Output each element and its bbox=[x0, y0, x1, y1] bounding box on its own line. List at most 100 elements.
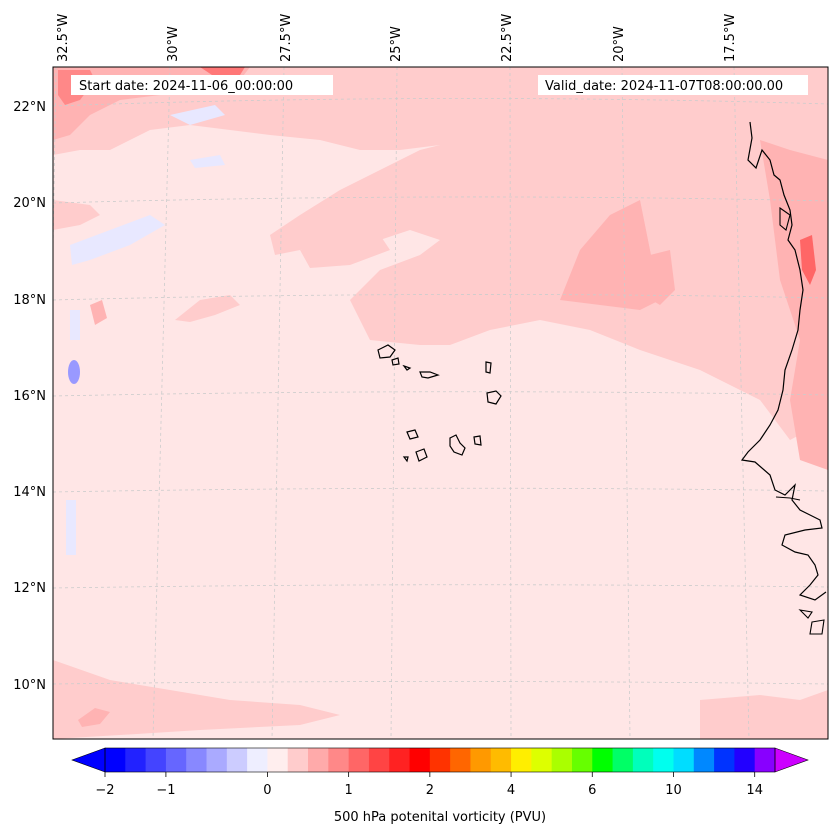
pv-contour-faint-blue-3 bbox=[70, 310, 80, 340]
pv-contour-light-blob-west bbox=[175, 295, 240, 322]
gridlines bbox=[53, 67, 828, 739]
colorbar-cell bbox=[226, 748, 248, 772]
colorbar-cell bbox=[389, 748, 411, 772]
colorbar-cell bbox=[368, 748, 390, 772]
lat-label: 10°N bbox=[13, 678, 46, 693]
island-santo-antao-2 bbox=[406, 429, 419, 440]
colorbar-cell bbox=[612, 748, 634, 772]
pv-contour-light-blob-mid bbox=[300, 235, 390, 268]
pv-contour-faint-blue-5 bbox=[190, 155, 225, 168]
colorbar-cell bbox=[267, 748, 289, 772]
colorbar-tick-label: 2 bbox=[426, 783, 434, 798]
lat-label: 18°N bbox=[13, 293, 46, 308]
pv-contour-light-south bbox=[53, 660, 340, 739]
lon-label: 22.5°W bbox=[500, 14, 515, 62]
colorbar-cell bbox=[511, 748, 532, 772]
colorbar-cell bbox=[206, 748, 228, 772]
colorbar-cell bbox=[287, 748, 309, 772]
colorbar-ticks: −2 −1 0 1 2 4 6 10 14 bbox=[95, 772, 763, 798]
start-date-label: Start date: 2024-11-06_00:00:00 bbox=[79, 79, 293, 94]
valid-date-label: Valid_date: 2024-11-07T08:00:00.00 bbox=[545, 79, 783, 94]
colorbar-cell bbox=[490, 748, 512, 772]
gambia-river bbox=[775, 496, 801, 501]
start-date-box bbox=[71, 75, 333, 95]
colorbar-cell bbox=[693, 748, 715, 772]
colorbar-cell bbox=[308, 748, 329, 772]
pv-contour-medium-east-plume bbox=[560, 200, 660, 310]
colorbar-cell bbox=[450, 748, 472, 772]
colorbar-cell bbox=[125, 748, 147, 772]
valid-date-box bbox=[538, 75, 808, 95]
island-sao-vicente bbox=[391, 357, 400, 366]
colorbar-cell bbox=[714, 748, 735, 772]
colorbar-cell bbox=[105, 748, 126, 772]
pv-contour-red-coast bbox=[800, 235, 816, 285]
colorbar-tick-label: 0 bbox=[263, 783, 271, 798]
pv-contour-medium-southwest bbox=[78, 708, 110, 727]
cabo-verde-islands bbox=[377, 344, 502, 463]
colorbar-tick-label: −1 bbox=[156, 783, 175, 798]
colorbar-tick-label: 14 bbox=[746, 783, 763, 798]
island-sal bbox=[485, 361, 492, 374]
colorbar-cell bbox=[632, 748, 654, 772]
colorbar-tick-label: 6 bbox=[588, 783, 596, 798]
colorbar-cell bbox=[734, 748, 756, 772]
colorbar-cell bbox=[328, 748, 350, 772]
colorbar-cell bbox=[754, 748, 776, 772]
colorbar-tick-label: 1 bbox=[344, 783, 352, 798]
colorbar-cell bbox=[429, 748, 451, 772]
colorbar: −2 −1 0 1 2 4 6 10 14 500 hPa potenital vorticit… bbox=[71, 747, 809, 825]
lon-label: 32.5°W bbox=[56, 14, 71, 62]
colorbar-cell bbox=[145, 748, 167, 772]
colorbar-cell bbox=[673, 748, 695, 772]
pv-contour-faint-blue-4 bbox=[66, 500, 76, 555]
colorbar-cells bbox=[105, 748, 776, 772]
pv-contour-medium-west-spot bbox=[90, 300, 107, 325]
lon-label: 20°W bbox=[612, 26, 627, 62]
colorbar-cell bbox=[186, 748, 208, 772]
colorbar-tick-label: 10 bbox=[665, 783, 682, 798]
colorbar-cell bbox=[409, 748, 431, 772]
colorbar-under-arrow bbox=[71, 747, 106, 773]
colorbar-tick-label: −2 bbox=[95, 783, 114, 798]
africa-coastline bbox=[740, 121, 827, 601]
coast-bay-detail bbox=[779, 206, 791, 231]
pv-contour-light-south-east bbox=[700, 690, 828, 739]
pv-contour-medium-coast bbox=[760, 140, 828, 470]
pv-contour-medium-east-blob bbox=[635, 250, 675, 305]
island-santo-antao bbox=[377, 344, 396, 359]
colorbar-cell bbox=[571, 748, 593, 772]
island-maio bbox=[473, 435, 482, 446]
island-santiago bbox=[449, 434, 466, 456]
pv-contour-light-west-strip bbox=[53, 200, 100, 230]
pv-contour-light-north bbox=[53, 67, 828, 440]
latitude-labels: 22°N 20°N 18°N 16°N 14°N 12°N 10°N bbox=[13, 100, 46, 693]
lon-label: 25°W bbox=[389, 26, 404, 62]
island-brava bbox=[402, 456, 409, 463]
colorbar-cell bbox=[348, 748, 370, 772]
lat-label: 16°N bbox=[13, 389, 46, 404]
lon-label: 27.5°W bbox=[279, 14, 294, 62]
pv-contour-faint-blue-1 bbox=[70, 215, 165, 265]
pv-contour-blue-spot bbox=[68, 360, 80, 384]
bijagos-islands bbox=[798, 609, 825, 635]
island-boa-vista bbox=[486, 390, 502, 405]
map-frame bbox=[52, 66, 829, 740]
lat-label: 14°N bbox=[13, 485, 46, 500]
island-sao-nicolau bbox=[419, 371, 440, 379]
island-santa-luzia bbox=[402, 364, 412, 371]
lat-label: 22°N bbox=[13, 100, 46, 115]
lat-label: 20°N bbox=[13, 196, 46, 211]
colorbar-cell bbox=[247, 748, 269, 772]
pv-contour-faint-blue-2 bbox=[170, 105, 225, 125]
longitude-labels: 32.5°W 30°W 27.5°W 25°W 22.5°W 20°W 17.5… bbox=[56, 14, 738, 62]
island-fogo bbox=[415, 448, 428, 462]
colorbar-frame bbox=[104, 747, 776, 773]
colorbar-cell bbox=[165, 748, 187, 772]
lon-label: 30°W bbox=[166, 26, 181, 62]
map-panel bbox=[53, 67, 828, 739]
lon-label: 17.5°W bbox=[723, 14, 738, 62]
colorbar-cell bbox=[531, 748, 553, 772]
colorbar-cell bbox=[470, 748, 492, 772]
